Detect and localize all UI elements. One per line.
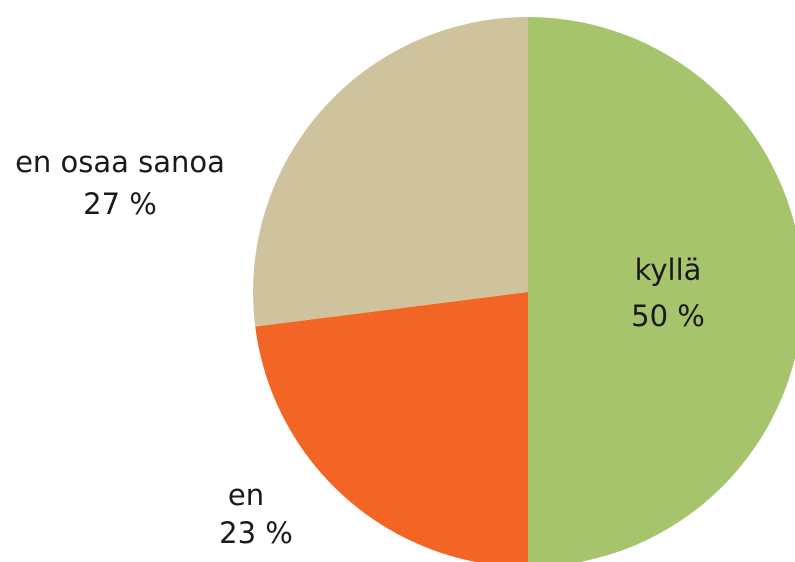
slice-label: kyllä <box>635 253 702 287</box>
slice-label: en osaa sanoa <box>15 145 225 179</box>
pie-slice <box>255 292 528 562</box>
slice-value-label: 27 % <box>83 187 157 221</box>
pie-slice <box>253 16 528 327</box>
slice-value-label: 50 % <box>631 299 705 333</box>
pie-slice <box>528 17 795 562</box>
slice-value-label: 23 % <box>219 516 293 550</box>
slice-label: en <box>228 478 264 512</box>
